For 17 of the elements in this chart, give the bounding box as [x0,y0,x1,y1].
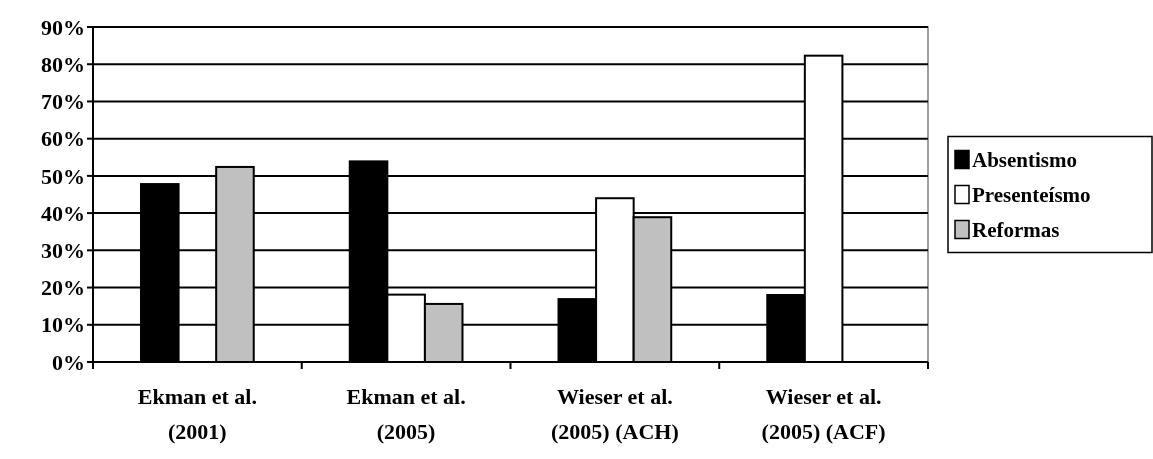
x-tick-label: Ekman et al. (2001) [137,384,257,444]
y-tick-label: 90% [41,14,85,40]
y-tick-label: 60% [41,126,85,152]
y-tick-label: 30% [41,238,85,264]
y-tick-label: 20% [41,275,85,301]
y-tick-label: 0% [52,349,85,375]
x-tick-label: Ekman et al. (2005) [346,384,466,444]
legend-label: Absentismo [972,147,1078,172]
y-tick-label: 80% [41,51,85,77]
x-tick-label: Wieser et al. (2005) (ACF) [761,384,886,444]
legend-label: Presenteísmo [972,182,1091,207]
x-tick-label: Wieser et al. (2005) (ACH) [551,384,679,444]
y-tick-label: 50% [41,163,85,189]
y-tick-label: 40% [41,200,85,226]
y-tick-label: 10% [41,312,85,338]
y-tick-label: 70% [41,89,85,115]
legend-label: Reformas [972,217,1060,242]
